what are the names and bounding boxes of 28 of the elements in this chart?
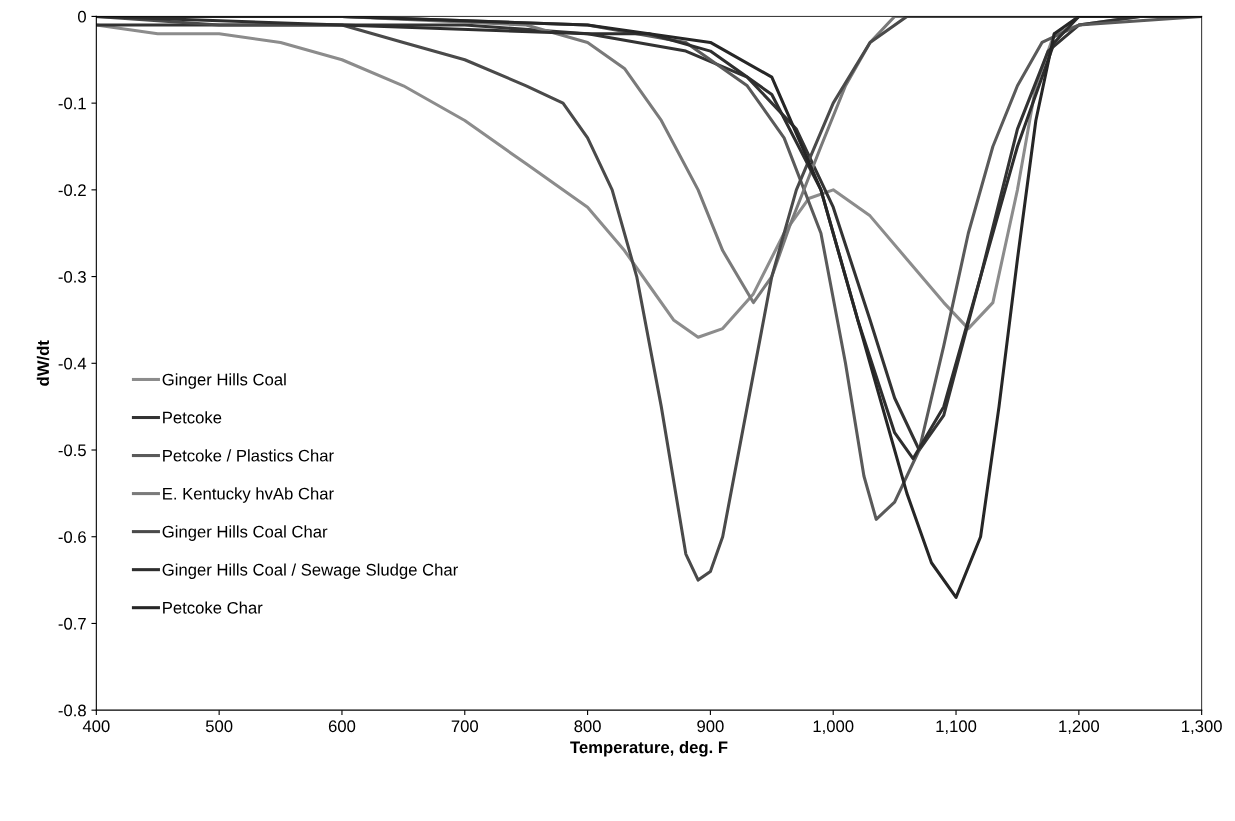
y-tick-label: -0.7 — [58, 617, 86, 630]
legend-label: Petcoke Char — [163, 601, 263, 614]
x-tick-label: 400 — [82, 720, 110, 733]
x-tick-label: 1,000 — [813, 720, 854, 735]
y-tick-label: -0.4 — [58, 357, 87, 370]
y-tick-label: -0.3 — [58, 270, 86, 283]
legend-label: Petcoke / Plastics Char — [163, 449, 334, 462]
x-tick-label: 500 — [205, 720, 233, 733]
x-axis-title: Temperature, deg. F — [570, 740, 728, 757]
x-tick-label: 600 — [328, 720, 356, 733]
x-tick-label: 800 — [574, 720, 601, 733]
legend-label: Ginger Hills Coal — [162, 373, 286, 389]
legend-label: Ginger Hills Coal / Sewage Sludge Char — [162, 563, 458, 579]
y-tick-label: -0.1 — [58, 97, 86, 110]
legend-label: Ginger Hills Coal Char — [162, 525, 328, 541]
y-tick-label: 0 — [77, 10, 86, 23]
y-tick-label: -0.8 — [58, 704, 86, 717]
x-tick-label: 1,300 — [1182, 720, 1222, 735]
y-tick-label: -0.2 — [58, 184, 86, 197]
legend-label: Petcoke — [163, 411, 222, 424]
x-tick-label: 1,100 — [936, 720, 977, 735]
x-tick-label: 1,200 — [1059, 720, 1100, 735]
x-tick-label: 700 — [451, 720, 479, 733]
y-tick-label: -0.5 — [58, 444, 86, 457]
y-tick-label: -0.6 — [58, 531, 86, 543]
y-axis-title: dW/dt — [36, 340, 50, 386]
x-tick-label: 900 — [697, 720, 724, 733]
legend-label: E. Kentucky hvAb Char — [163, 487, 334, 503]
